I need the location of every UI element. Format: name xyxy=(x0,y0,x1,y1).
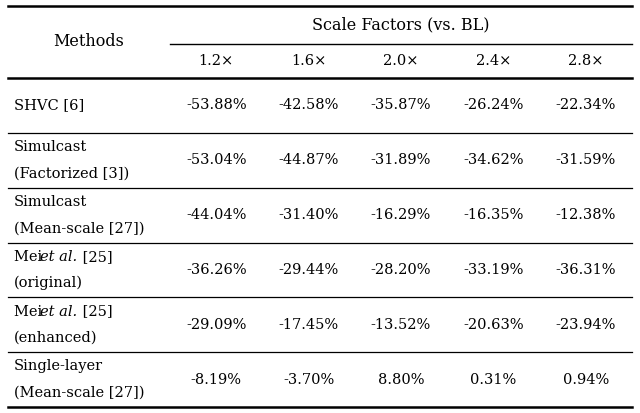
Text: Simulcast: Simulcast xyxy=(14,195,87,209)
Text: -26.24%: -26.24% xyxy=(463,98,524,112)
Text: -3.70%: -3.70% xyxy=(283,373,334,387)
Text: et al.: et al. xyxy=(40,305,77,318)
Text: -23.94%: -23.94% xyxy=(556,318,616,332)
Text: [25]: [25] xyxy=(78,250,113,264)
Text: (Mean-scale [27]): (Mean-scale [27]) xyxy=(14,386,145,400)
Text: (Mean-scale [27]): (Mean-scale [27]) xyxy=(14,221,145,235)
Text: 0.31%: 0.31% xyxy=(470,373,516,387)
Text: [25]: [25] xyxy=(78,305,113,318)
Text: 2.4×: 2.4× xyxy=(476,54,511,68)
Text: -44.87%: -44.87% xyxy=(278,153,339,167)
Text: -53.04%: -53.04% xyxy=(186,153,246,167)
Text: -17.45%: -17.45% xyxy=(278,318,339,332)
Text: Methods: Methods xyxy=(54,33,124,50)
Text: (original): (original) xyxy=(14,276,83,290)
Text: -16.35%: -16.35% xyxy=(463,208,524,222)
Text: -31.59%: -31.59% xyxy=(556,153,616,167)
Text: -42.58%: -42.58% xyxy=(278,98,339,112)
Text: -31.89%: -31.89% xyxy=(371,153,431,167)
Text: 2.8×: 2.8× xyxy=(568,54,604,68)
Text: 0.94%: 0.94% xyxy=(563,373,609,387)
Text: -53.88%: -53.88% xyxy=(186,98,246,112)
Text: -36.26%: -36.26% xyxy=(186,263,246,277)
Text: -29.09%: -29.09% xyxy=(186,318,246,332)
Text: -22.34%: -22.34% xyxy=(556,98,616,112)
Text: -20.63%: -20.63% xyxy=(463,318,524,332)
Text: (Factorized [3]): (Factorized [3]) xyxy=(14,166,129,180)
Text: (enhanced): (enhanced) xyxy=(14,331,97,345)
Text: Simulcast: Simulcast xyxy=(14,140,87,154)
Text: -13.52%: -13.52% xyxy=(371,318,431,332)
Text: et al.: et al. xyxy=(40,250,77,264)
Text: Single-layer: Single-layer xyxy=(14,359,103,373)
Text: -33.19%: -33.19% xyxy=(463,263,524,277)
Text: 8.80%: 8.80% xyxy=(378,373,424,387)
Text: -31.40%: -31.40% xyxy=(278,208,339,222)
Text: Mei: Mei xyxy=(14,250,47,264)
Text: -29.44%: -29.44% xyxy=(278,263,339,277)
Text: -16.29%: -16.29% xyxy=(371,208,431,222)
Text: -12.38%: -12.38% xyxy=(556,208,616,222)
Text: 2.0×: 2.0× xyxy=(383,54,419,68)
Text: SHVC [6]: SHVC [6] xyxy=(14,98,84,112)
Text: -8.19%: -8.19% xyxy=(191,373,242,387)
Text: -28.20%: -28.20% xyxy=(371,263,431,277)
Text: 1.6×: 1.6× xyxy=(291,54,326,68)
Text: -44.04%: -44.04% xyxy=(186,208,246,222)
Text: Mei: Mei xyxy=(14,305,47,318)
Text: 1.2×: 1.2× xyxy=(198,54,234,68)
Text: -34.62%: -34.62% xyxy=(463,153,524,167)
Text: -35.87%: -35.87% xyxy=(371,98,431,112)
Text: -36.31%: -36.31% xyxy=(556,263,616,277)
Text: Scale Factors (vs. BL): Scale Factors (vs. BL) xyxy=(312,17,490,33)
